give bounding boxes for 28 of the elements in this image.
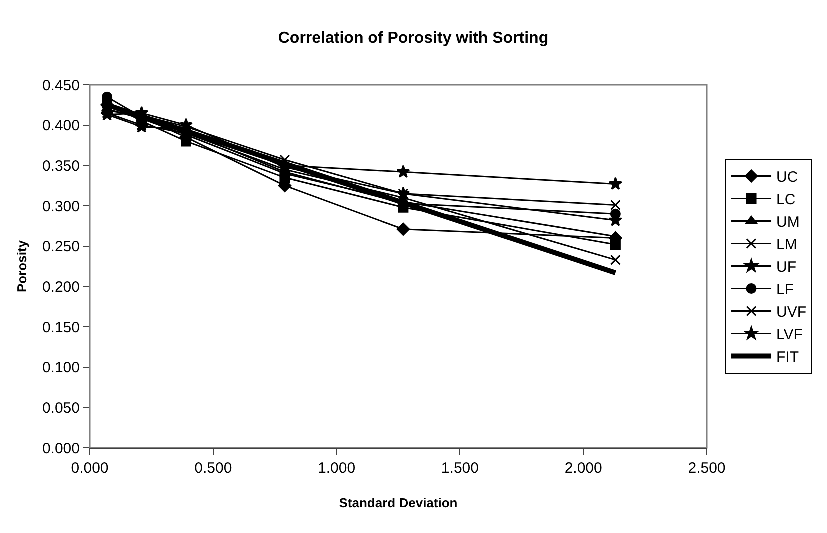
x-tick-label: 1.500: [441, 460, 479, 477]
legend-label: UC: [776, 169, 798, 186]
y-tick-label: 0.350: [42, 158, 80, 175]
legend-label: UVF: [776, 304, 807, 322]
y-tick-label: 0.100: [42, 360, 80, 377]
x-tick-label: 0.000: [71, 460, 109, 477]
y-tick-label: 0.300: [42, 198, 80, 216]
legend-label: UF: [776, 259, 797, 276]
x-tick-label: 2.000: [564, 460, 602, 477]
x-axis-title: Standard Deviation: [339, 496, 458, 511]
y-tick-label: 0.200: [42, 278, 80, 296]
x-tick-label: 0.500: [194, 460, 232, 477]
y-tick-label: 0.150: [42, 319, 80, 336]
y-tick-label: 0.250: [42, 238, 80, 256]
x-tick-label: 2.500: [688, 460, 726, 477]
x-tick-label: 1.000: [318, 460, 356, 477]
legend-label: LF: [776, 282, 794, 299]
legend-label: LVF: [776, 326, 803, 344]
legend-label: LC: [776, 192, 796, 209]
y-tick-label: 0.000: [42, 440, 80, 458]
y-axis-title: Porosity: [14, 240, 30, 293]
chart-title: Correlation of Porosity with Sorting: [278, 30, 549, 48]
legend-label: LM: [776, 236, 798, 254]
y-tick-label: 0.450: [42, 77, 80, 94]
y-tick-label: 0.400: [42, 118, 80, 135]
legend-label: FIT: [776, 349, 800, 366]
legend-label: UM: [776, 214, 800, 232]
y-tick-label: 0.050: [42, 400, 80, 417]
